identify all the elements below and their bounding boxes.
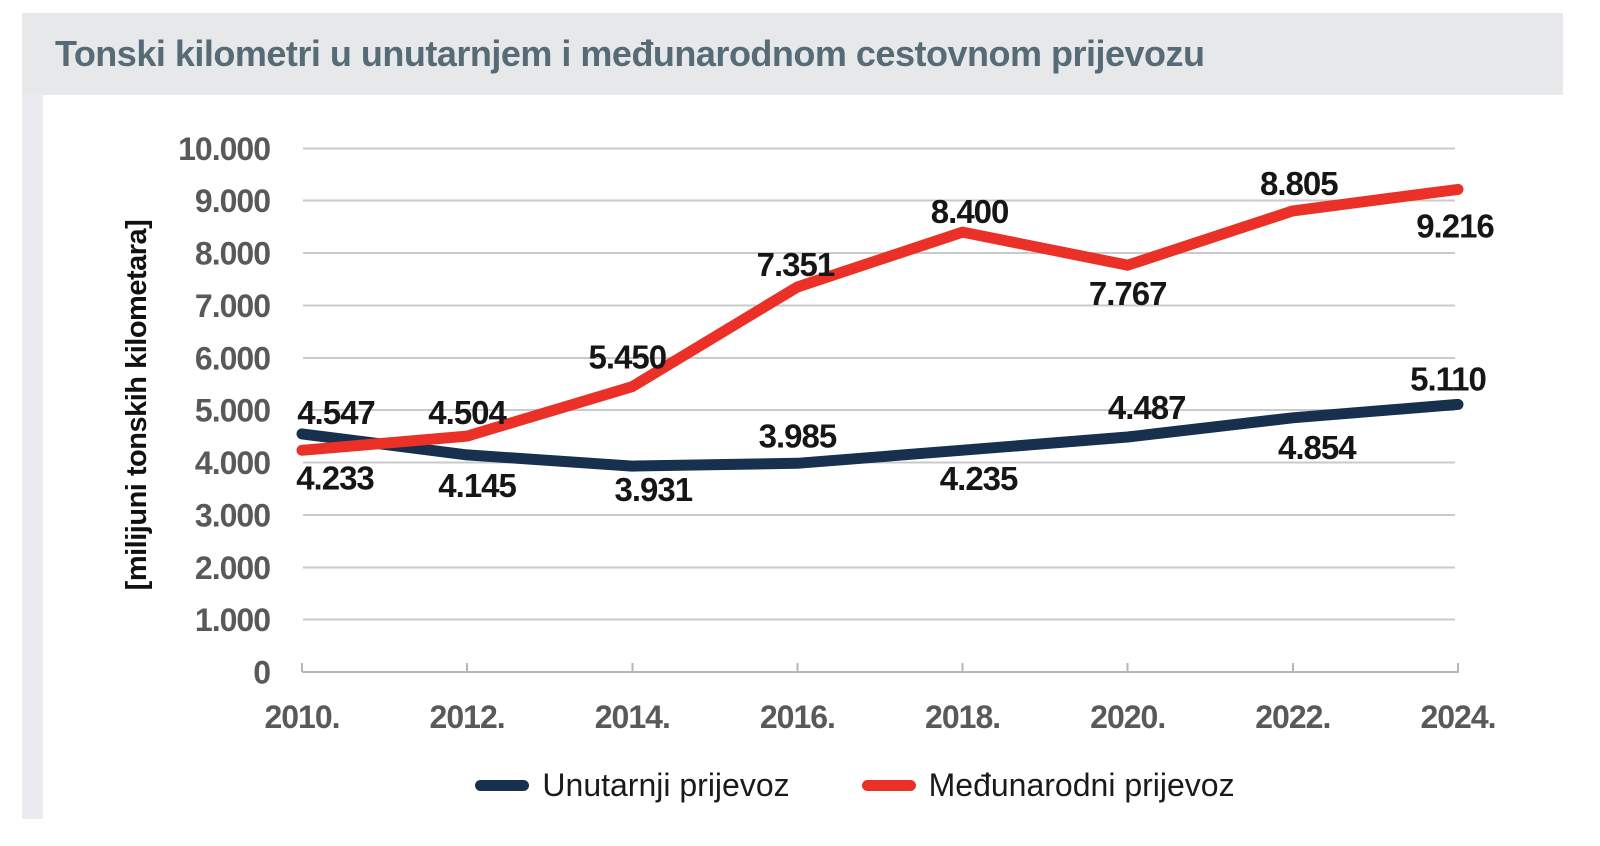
x-tick-label: 2018. [925, 699, 1000, 735]
x-tick-label: 2014. [595, 699, 670, 735]
data-label: 4.547 [297, 394, 375, 431]
x-tick-label: 2022. [1255, 699, 1330, 735]
legend-item-medunarodni-prijevoz: Međunarodni prijevoz [861, 767, 1235, 804]
accent-strip [22, 13, 43, 819]
legend-item-unutarnji-prijevoz: Unutarnji prijevoz [475, 767, 790, 804]
y-tick-label: 10.000 [178, 131, 270, 167]
legend-label-medunarodni: Međunarodni prijevoz [928, 767, 1235, 803]
chart-legend: Unutarnji prijevoz Međunarodni prijevoz [0, 767, 1600, 804]
data-label: 5.110 [1410, 360, 1486, 397]
data-label: 8.400 [931, 193, 1009, 230]
series-line-0 [296, 398, 1464, 472]
y-tick-label: 9.000 [195, 183, 270, 219]
data-label: 5.450 [589, 339, 667, 376]
data-label: 4.233 [296, 459, 374, 496]
data-label: 4.145 [438, 467, 516, 504]
data-label: 9.216 [1416, 207, 1494, 244]
y-tick-label: 1.000 [195, 602, 270, 638]
data-label: 3.985 [759, 417, 837, 454]
y-tick-label: 7.000 [195, 288, 270, 324]
y-axis-title: [milijuni tonskih kilometara] [121, 220, 153, 591]
y-tick-label: 6.000 [195, 340, 270, 376]
legend-swatch-medunarodni [861, 780, 916, 791]
x-tick-label: 2020. [1090, 699, 1165, 735]
data-label: 8.805 [1260, 165, 1338, 202]
data-label: 4.504 [428, 394, 507, 431]
y-tick-label: 4.000 [195, 445, 270, 481]
title-band: Tonski kilometri u unutarnjem i međunaro… [22, 13, 1563, 95]
x-tick-label: 2024. [1420, 699, 1495, 735]
x-tick-label: 2010. [264, 699, 339, 735]
data-label: 7.351 [757, 246, 835, 283]
y-tick-label: 5.000 [195, 393, 270, 429]
series-line-1 [296, 183, 1464, 456]
chart-title: Tonski kilometri u unutarnjem i međunaro… [55, 33, 1205, 74]
legend-label-unutarnji: Unutarnji prijevoz [542, 767, 790, 803]
data-label: 4.854 [1278, 429, 1357, 466]
x-tick-label: 2016. [760, 699, 835, 735]
legend-row: Unutarnji prijevoz Međunarodni prijevoz [475, 767, 1235, 804]
y-tick-label: 0 [253, 655, 270, 691]
y-tick-label: 8.000 [195, 236, 270, 272]
data-label: 4.487 [1108, 389, 1186, 426]
legend-swatch-unutarnji [475, 780, 530, 791]
y-tick-label: 3.000 [195, 497, 270, 533]
data-label: 7.767 [1089, 275, 1167, 312]
data-label: 4.235 [940, 460, 1018, 497]
x-tick-label: 2012. [430, 699, 505, 735]
data-label: 3.931 [615, 471, 693, 508]
y-tick-label: 2.000 [195, 550, 270, 586]
